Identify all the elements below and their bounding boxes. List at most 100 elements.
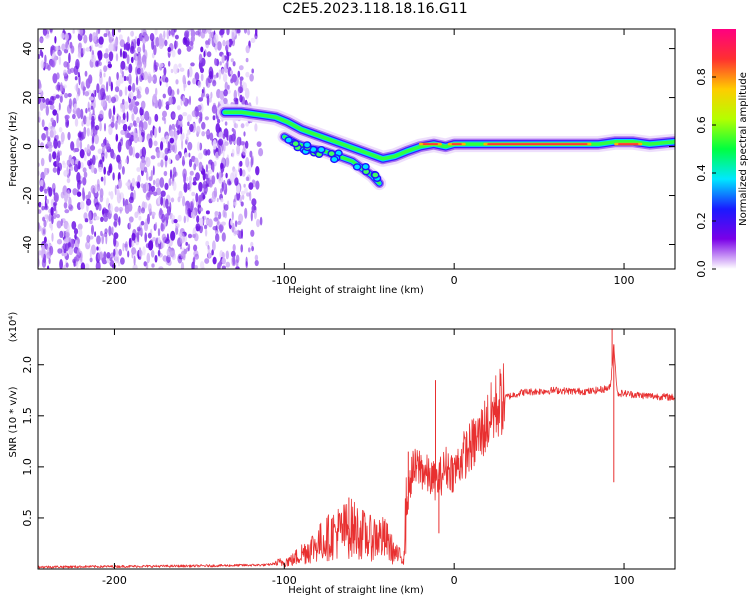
noise-speckle bbox=[231, 73, 237, 83]
noise-speckle bbox=[256, 219, 260, 228]
noise-speckle bbox=[64, 209, 70, 214]
noise-speckle bbox=[137, 46, 142, 53]
noise-speckle bbox=[225, 157, 230, 168]
noise-speckle bbox=[194, 253, 199, 260]
noise-speckle bbox=[108, 76, 112, 87]
noise-speckle bbox=[87, 107, 91, 112]
noise-speckle bbox=[94, 42, 99, 47]
noise-speckle bbox=[42, 216, 46, 222]
x-tick-label: 100 bbox=[614, 574, 635, 587]
noise-speckle bbox=[136, 94, 140, 99]
noise-speckle bbox=[191, 209, 196, 219]
noise-speckle bbox=[253, 209, 257, 220]
noise-speckle bbox=[128, 196, 134, 204]
noise-speckle bbox=[74, 118, 79, 127]
noise-speckle bbox=[211, 104, 217, 114]
noise-speckle bbox=[127, 250, 130, 258]
noise-speckle bbox=[114, 206, 119, 213]
noise-speckle bbox=[112, 172, 115, 181]
noise-speckle bbox=[161, 213, 166, 223]
noise-speckle bbox=[165, 135, 170, 141]
noise-speckle bbox=[41, 51, 44, 58]
noise-speckle bbox=[111, 115, 115, 123]
noise-speckle bbox=[259, 216, 263, 226]
noise-speckle bbox=[208, 252, 211, 259]
noise-speckle bbox=[48, 153, 52, 163]
spectrogram-signal-layer bbox=[216, 104, 675, 191]
noise-speckle bbox=[157, 249, 161, 257]
noise-speckle bbox=[249, 150, 253, 158]
noise-speckle bbox=[83, 212, 88, 220]
noise-speckle bbox=[82, 47, 86, 55]
noise-speckle bbox=[198, 161, 203, 172]
noise-speckle bbox=[56, 134, 59, 141]
noise-speckle bbox=[131, 241, 135, 247]
noise-speckle bbox=[38, 116, 41, 123]
noise-speckle bbox=[48, 187, 53, 197]
noise-speckle bbox=[77, 238, 80, 245]
noise-speckle bbox=[76, 138, 80, 149]
noise-speckle bbox=[219, 61, 222, 66]
noise-speckle bbox=[85, 263, 90, 269]
noise-speckle bbox=[52, 167, 58, 173]
noise-speckle bbox=[95, 124, 100, 131]
noise-speckle bbox=[144, 86, 150, 95]
noise-speckle bbox=[125, 41, 131, 51]
noise-speckle bbox=[46, 167, 50, 174]
noise-speckle bbox=[77, 46, 82, 58]
noise-speckle bbox=[52, 109, 58, 116]
noise-speckle bbox=[131, 247, 137, 255]
noise-speckle bbox=[64, 92, 69, 99]
noise-speckle bbox=[62, 162, 67, 168]
noise-speckle bbox=[172, 144, 175, 153]
noise-speckle bbox=[198, 194, 203, 202]
noise-speckle bbox=[201, 89, 204, 94]
noise-speckle bbox=[49, 222, 53, 229]
noise-speckle bbox=[116, 154, 121, 163]
noise-speckle bbox=[44, 62, 49, 70]
y-tick-label: 1.5 bbox=[21, 407, 34, 425]
noise-speckle bbox=[135, 152, 140, 159]
noise-speckle bbox=[177, 124, 181, 135]
noise-speckle bbox=[126, 54, 130, 65]
noise-speckle bbox=[127, 85, 132, 92]
noise-speckle bbox=[182, 195, 186, 207]
spectrogram-x-axis-title: Height of straight line (km) bbox=[288, 285, 424, 296]
noise-speckle bbox=[185, 241, 188, 246]
noise-speckle bbox=[43, 219, 47, 228]
noise-speckle bbox=[112, 105, 116, 116]
noise-speckle bbox=[105, 95, 110, 101]
noise-speckle bbox=[146, 171, 149, 181]
noise-speckle bbox=[161, 233, 167, 242]
noise-speckle bbox=[171, 250, 176, 259]
noise-speckle bbox=[141, 114, 145, 121]
noise-speckle bbox=[85, 194, 91, 200]
noise-speckle bbox=[209, 31, 212, 42]
noise-speckle bbox=[108, 165, 112, 173]
noise-speckle bbox=[142, 246, 146, 256]
noise-speckle bbox=[105, 233, 108, 245]
noise-speckle bbox=[101, 233, 104, 245]
noise-speckle bbox=[113, 213, 119, 221]
noise-speckle bbox=[118, 216, 121, 226]
noise-speckle bbox=[195, 192, 199, 203]
noise-speckle bbox=[187, 68, 190, 78]
noise-speckle bbox=[222, 39, 226, 47]
noise-speckle bbox=[216, 197, 219, 203]
noise-speckle bbox=[182, 112, 188, 117]
noise-speckle bbox=[88, 211, 92, 222]
noise-speckle bbox=[243, 131, 246, 137]
noise-speckle bbox=[205, 93, 210, 99]
noise-speckle bbox=[86, 143, 90, 154]
noise-speckle bbox=[225, 250, 229, 260]
noise-speckle bbox=[159, 207, 163, 216]
noise-speckle bbox=[171, 123, 175, 130]
noise-speckle bbox=[193, 176, 197, 183]
noise-speckle bbox=[125, 158, 128, 164]
noise-speckle bbox=[198, 53, 203, 64]
noise-speckle bbox=[122, 112, 126, 121]
noise-speckle bbox=[155, 178, 161, 186]
spectrogram-y-axis-title: Frequency (Hz) bbox=[8, 111, 19, 187]
noise-speckle bbox=[204, 224, 208, 230]
noise-speckle bbox=[74, 76, 78, 81]
